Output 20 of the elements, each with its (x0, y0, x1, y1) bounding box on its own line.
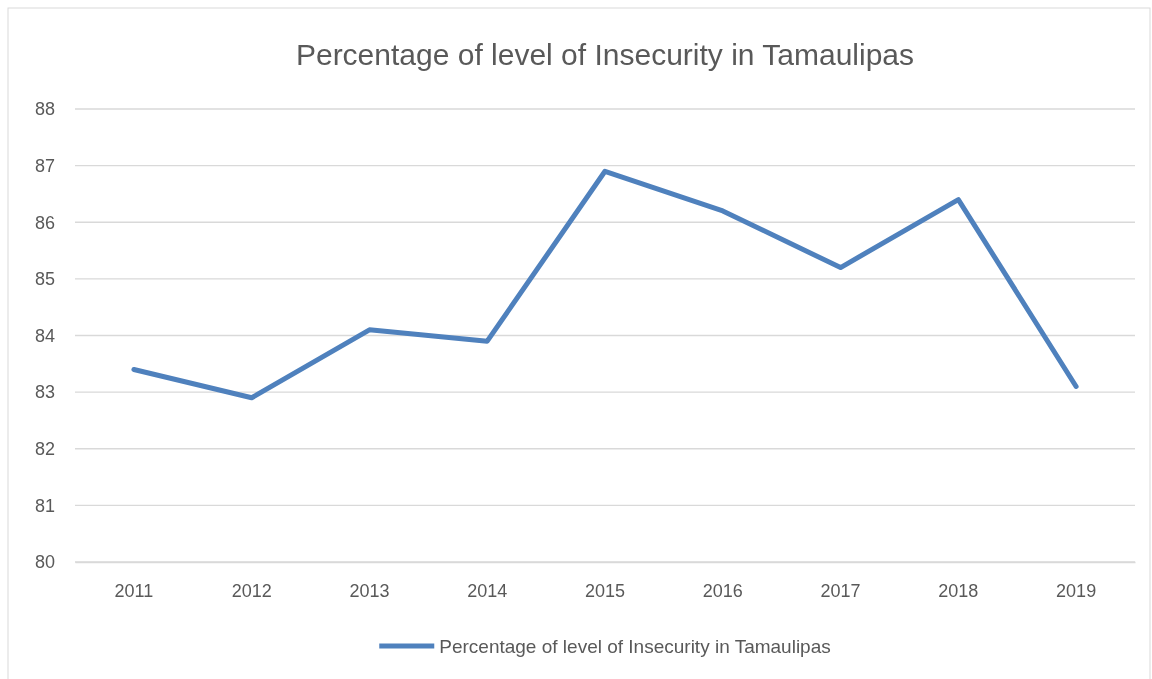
x-tick-label: 2013 (349, 580, 390, 601)
y-tick-label: 85 (34, 269, 55, 290)
y-tick-label: 82 (34, 439, 55, 460)
x-tick-label: 2016 (702, 580, 743, 601)
chart-title: Percentage of level of Insecurity in Tamaulipas (295, 38, 915, 71)
x-tick-label: 2017 (820, 580, 861, 601)
y-tick-label: 81 (34, 495, 55, 516)
y-tick-label: 86 (34, 212, 55, 233)
y-tick-label: 87 (34, 155, 55, 176)
x-tick-label: 2012 (231, 580, 272, 601)
legend-label: Percentage of level of Insecurity in Tamaulipas (439, 636, 831, 657)
x-tick-label: 2015 (584, 580, 626, 601)
x-tick-label: 2019 (1056, 580, 1097, 601)
x-tick-label: 2014 (467, 580, 508, 601)
y-tick-label: 84 (34, 325, 55, 346)
y-tick-label: 80 (34, 552, 55, 573)
y-tick-label: 83 (34, 382, 55, 403)
x-tick-label: 2011 (114, 580, 154, 601)
x-tick-label: 2018 (938, 580, 979, 601)
y-tick-label: 88 (34, 99, 55, 120)
